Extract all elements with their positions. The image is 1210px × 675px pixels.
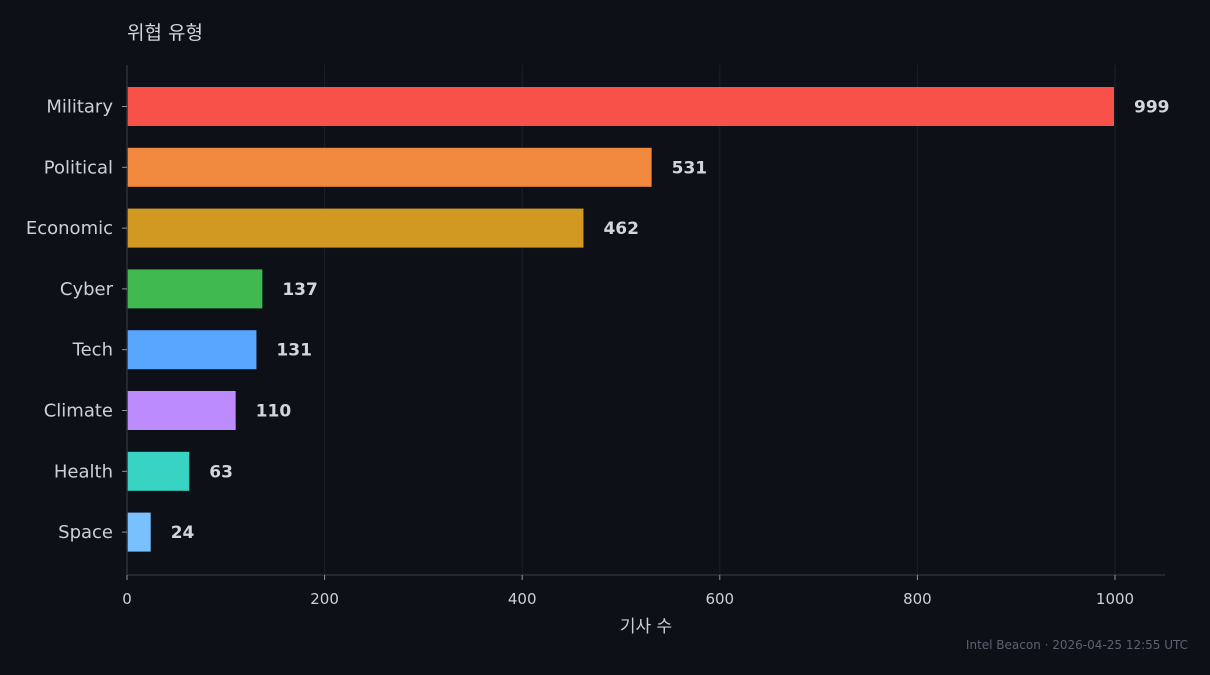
category-label: Cyber <box>60 279 114 300</box>
bar-economic <box>127 208 584 248</box>
x-tick-label: 1000 <box>1096 590 1134 608</box>
x-tick-label: 400 <box>508 590 537 608</box>
x-tick-label: 200 <box>310 590 339 608</box>
category-label: Tech <box>72 340 113 361</box>
value-label: 63 <box>209 462 233 482</box>
bars: 999 531 462 137 131 110 63 24 <box>127 87 1170 552</box>
category-label: Climate <box>44 401 113 422</box>
value-label: 24 <box>171 523 195 543</box>
bar-space <box>127 512 151 552</box>
x-tick-label: 0 <box>122 590 132 608</box>
category-label: Political <box>44 157 113 178</box>
bar-military <box>127 87 1115 126</box>
value-label: 531 <box>672 158 708 178</box>
category-label: Military <box>46 97 113 118</box>
footer-timestamp: Intel Beacon · 2026-04-25 12:55 UTC <box>965 638 1188 652</box>
bar-health <box>127 451 190 491</box>
grid <box>324 65 1116 575</box>
value-label: 999 <box>1134 98 1170 118</box>
category-label: Economic <box>26 218 113 239</box>
x-axis-label: 기사 수 <box>620 617 672 637</box>
x-tick-label: 800 <box>903 590 932 608</box>
bar-climate <box>127 391 236 430</box>
chart-title: 위협 유형 <box>127 22 203 44</box>
category-label: Space <box>58 522 113 543</box>
value-label: 462 <box>603 219 639 239</box>
value-label: 110 <box>256 402 292 422</box>
bar-political <box>127 147 652 187</box>
bar-tech <box>127 330 257 370</box>
value-label: 137 <box>282 280 318 300</box>
category-label: Health <box>54 461 113 482</box>
x-tick-label: 600 <box>705 590 734 608</box>
axes: 0 200 400 600 800 1000 Military Political Econom… <box>26 65 1165 608</box>
bar-cyber <box>127 269 263 309</box>
value-label: 131 <box>276 341 312 361</box>
